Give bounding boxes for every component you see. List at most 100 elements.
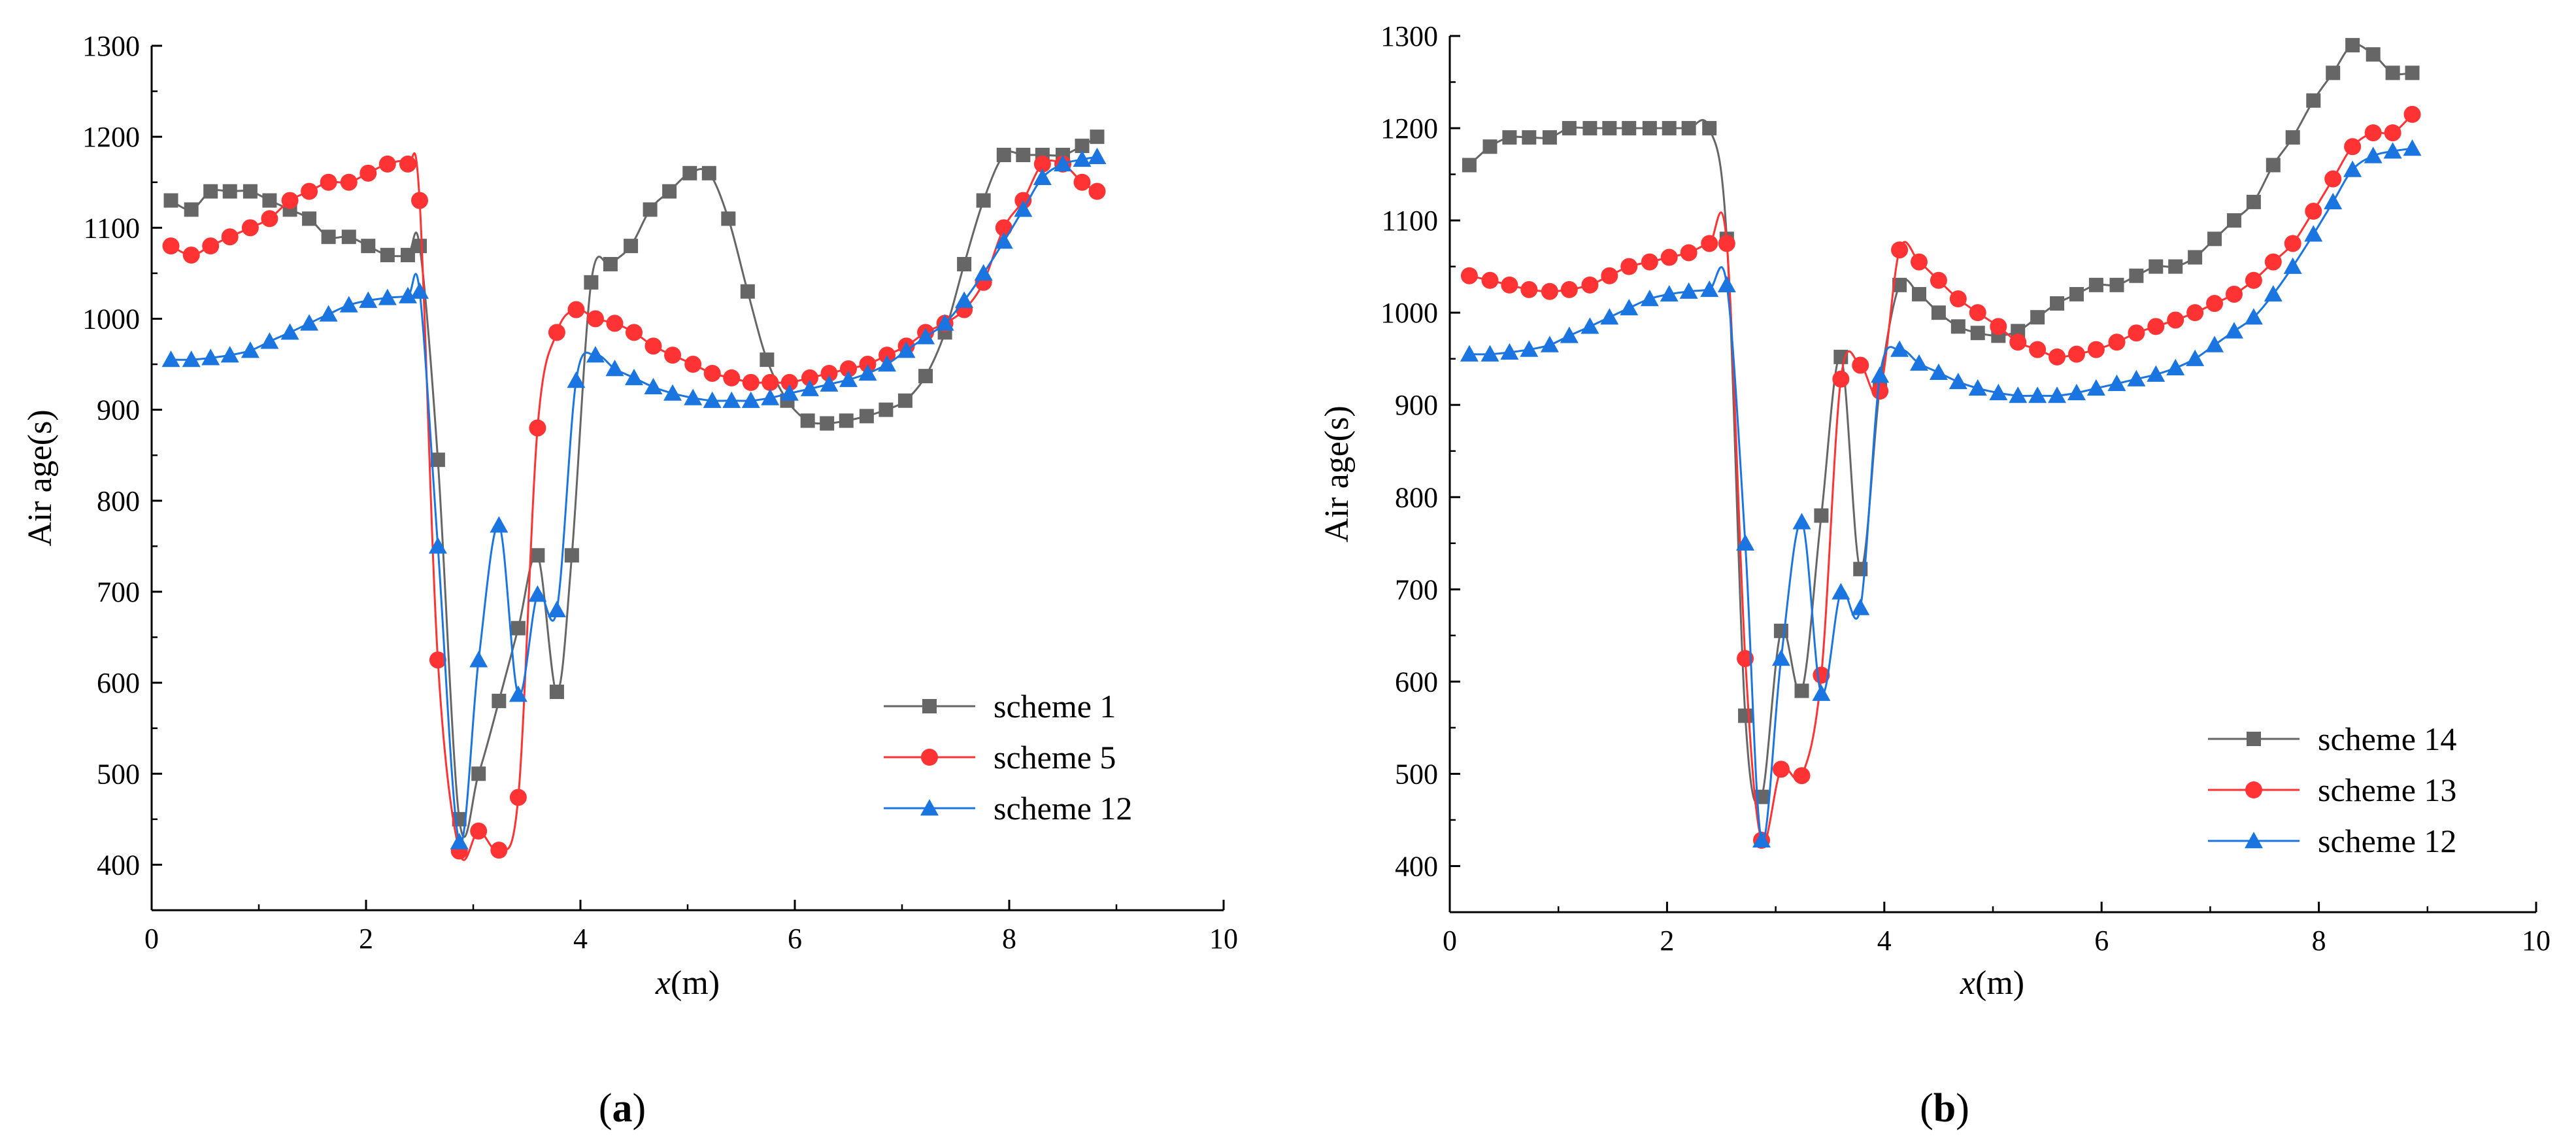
data-point (1090, 129, 1105, 145)
data-point (1890, 340, 1909, 357)
data-point (399, 155, 416, 173)
data-point (1073, 173, 1091, 191)
data-point (994, 232, 1013, 249)
data-point (2244, 308, 2263, 325)
y-tick-label: 500 (97, 758, 140, 790)
legend-marker (2247, 732, 2261, 746)
data-point (2048, 386, 2067, 403)
data-point (509, 685, 527, 702)
data-point (662, 184, 677, 199)
data-point (820, 364, 838, 382)
data-point (1088, 147, 1107, 164)
y-tick-label: 1300 (1380, 20, 1438, 52)
data-point (2345, 38, 2360, 53)
x-tick-label: 4 (1877, 925, 1892, 957)
data-point (2226, 213, 2241, 228)
data-point (1640, 290, 1659, 307)
data-point (1851, 598, 1870, 615)
data-point (1891, 241, 1909, 259)
data-point (450, 832, 469, 849)
data-point (161, 350, 180, 367)
data-point (701, 165, 716, 180)
data-point (564, 548, 579, 563)
data-point (1054, 154, 1072, 172)
data-point (918, 369, 933, 384)
x-axis-title: x(m) (655, 964, 720, 1002)
series-line (1469, 113, 2413, 844)
data-point (2224, 322, 2243, 339)
data-point (840, 360, 857, 378)
data-point (2225, 285, 2243, 303)
data-point (549, 685, 564, 700)
data-point (302, 211, 317, 226)
data-point (955, 291, 974, 308)
data-point (1582, 121, 1597, 136)
legend-label: scheme 13 (2318, 772, 2456, 808)
data-point (2009, 333, 2027, 351)
data-point (490, 516, 509, 533)
y-tick-label: 1100 (84, 212, 140, 244)
data-point (162, 237, 180, 255)
data-point (1481, 271, 1499, 289)
data-point (530, 548, 545, 563)
data-point (510, 621, 526, 636)
data-point (470, 822, 488, 840)
data-point (1600, 308, 1619, 325)
data-point (1949, 290, 1967, 307)
x-tick-label: 8 (2312, 925, 2326, 957)
data-point (430, 452, 445, 468)
data-point (2405, 65, 2420, 80)
data-point (2029, 341, 2047, 358)
data-point (2284, 235, 2301, 252)
data-point (643, 202, 658, 217)
series-scheme-13 (1460, 105, 2421, 849)
data-point (220, 346, 239, 363)
data-point (2009, 386, 2028, 403)
y-tick-label: 500 (1395, 758, 1438, 790)
data-point (606, 315, 624, 332)
data-point (878, 355, 897, 372)
data-point (567, 301, 585, 318)
data-point (1542, 130, 1557, 145)
data-point (280, 323, 299, 340)
data-point (1794, 683, 1809, 698)
data-point (203, 184, 218, 199)
y-axis-title: Air age(s) (1318, 405, 1356, 542)
data-point (412, 239, 427, 254)
y-tick-label: 600 (97, 667, 140, 699)
data-point (1033, 168, 1052, 185)
panel-b-chart: 400 500 600 700 800 900 1000 1100 1200 1300 0 2 4 6 8 1… (1318, 20, 2551, 1131)
data-point (800, 379, 819, 396)
data-point (1701, 235, 1718, 252)
series-scheme-12 (1460, 139, 2422, 848)
data-point (400, 248, 415, 263)
x-axis-title: x(m) (1960, 964, 2024, 1002)
data-point (1681, 121, 1696, 136)
data-point (492, 693, 507, 708)
data-point (1812, 684, 1831, 701)
data-point (2028, 386, 2047, 403)
data-point (800, 413, 815, 428)
data-point (2403, 105, 2421, 123)
data-point (996, 147, 1011, 162)
x-tick-label: 2 (359, 923, 373, 955)
data-point (1737, 650, 1754, 668)
data-point (684, 388, 703, 405)
data-point (584, 275, 599, 290)
data-point (1792, 513, 1811, 530)
data-point (410, 282, 429, 299)
data-point (320, 173, 337, 191)
data-point (262, 193, 277, 208)
data-point (1460, 267, 1478, 284)
data-point (995, 219, 1012, 237)
legend-label: scheme 1 (994, 688, 1116, 725)
data-point (2108, 333, 2126, 351)
data-point (469, 651, 488, 668)
data-point (1929, 363, 1948, 381)
data-point (1832, 583, 1850, 600)
data-point (428, 537, 447, 554)
data-point (1660, 284, 1679, 302)
data-point (2285, 130, 2300, 145)
data-point (241, 341, 259, 358)
